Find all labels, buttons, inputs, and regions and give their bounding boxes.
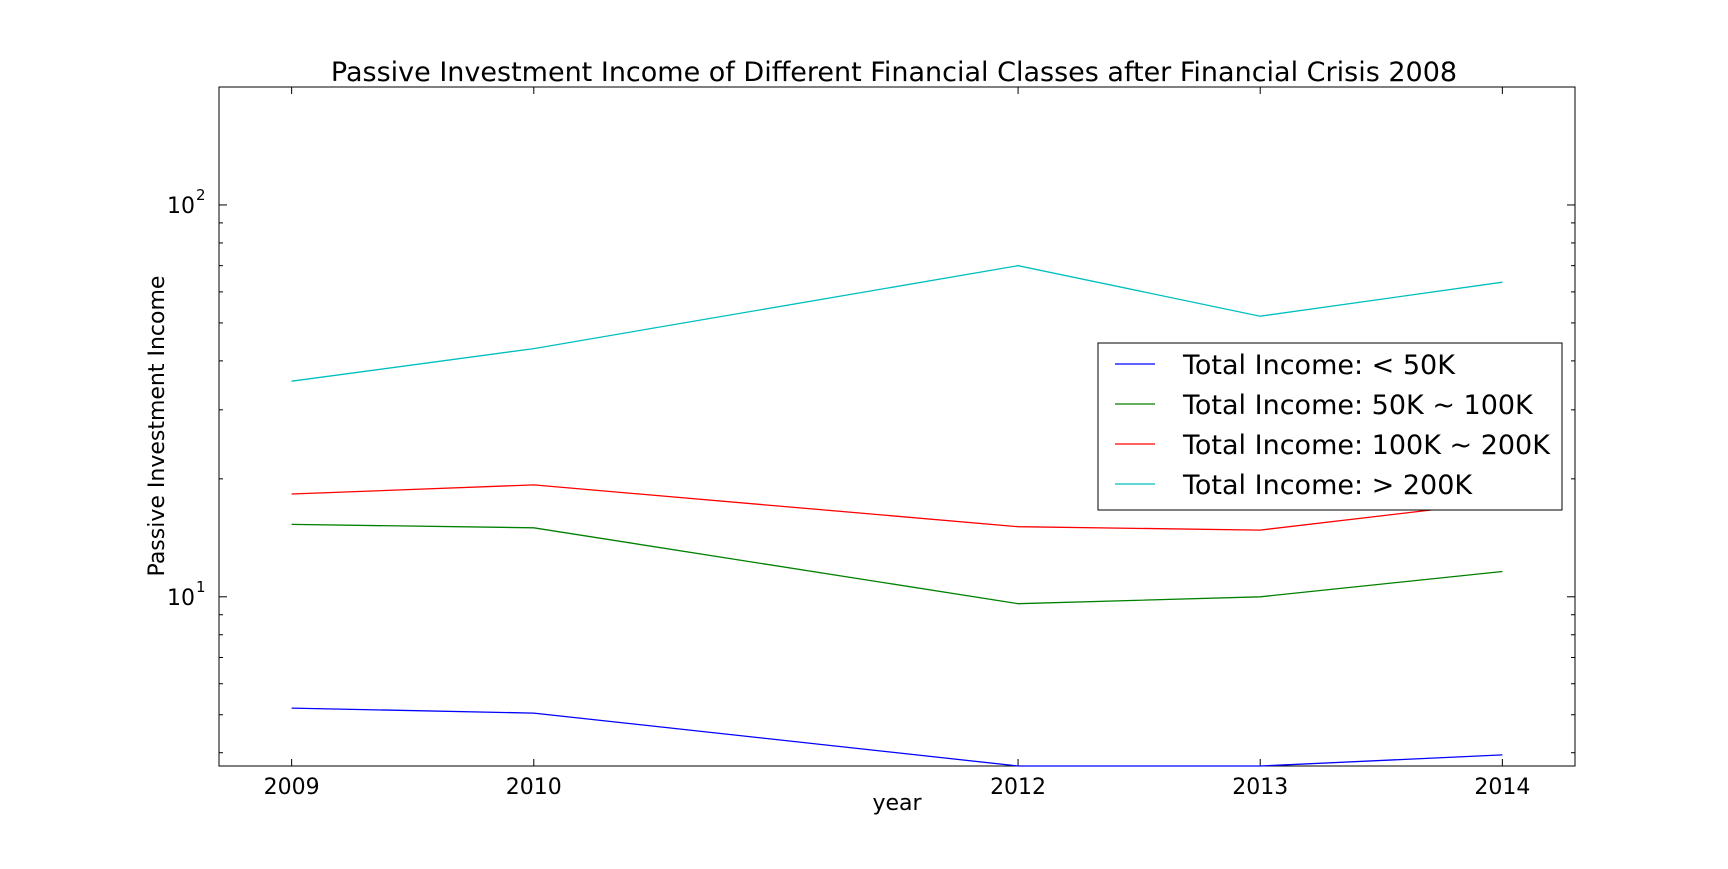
- series-line-3: [291, 265, 1503, 382]
- legend-label-3: Total Income: > 200K: [1182, 470, 1473, 501]
- y-axis-label: Passive Investment Income: [145, 276, 170, 577]
- y-tick-label: 10: [167, 194, 195, 219]
- legend-box: [1097, 342, 1563, 511]
- x-tick-label: 2012: [990, 775, 1046, 800]
- x-tick-label: 2010: [506, 775, 562, 800]
- x-tick-label: 2013: [1232, 775, 1288, 800]
- series-line-2: [291, 484, 1503, 531]
- y-tick-label-exponent: 2: [196, 186, 206, 204]
- legend: Total Income: < 50K Total Income: 50K ~ 1…: [1097, 342, 1563, 511]
- legend-label-1: Total Income: 50K ~ 100K: [1182, 390, 1534, 421]
- x-tick-label: 2014: [1474, 775, 1530, 800]
- lines-layer: [291, 265, 1503, 767]
- legend-label-2: Total Income: 100K ~ 200K: [1182, 430, 1551, 461]
- legend-label-0: Total Income: < 50K: [1182, 350, 1456, 381]
- series-line-0: [291, 707, 1503, 767]
- x-tick-label: 2009: [264, 775, 320, 800]
- series-line-1: [291, 523, 1503, 605]
- chart-title: Passive Investment Income of Different F…: [331, 57, 1457, 88]
- x-axis-label: year: [872, 791, 922, 816]
- plot-frame: [218, 86, 1576, 767]
- y-tick-label-exponent: 1: [196, 578, 206, 596]
- y-tick-label: 10: [167, 586, 195, 611]
